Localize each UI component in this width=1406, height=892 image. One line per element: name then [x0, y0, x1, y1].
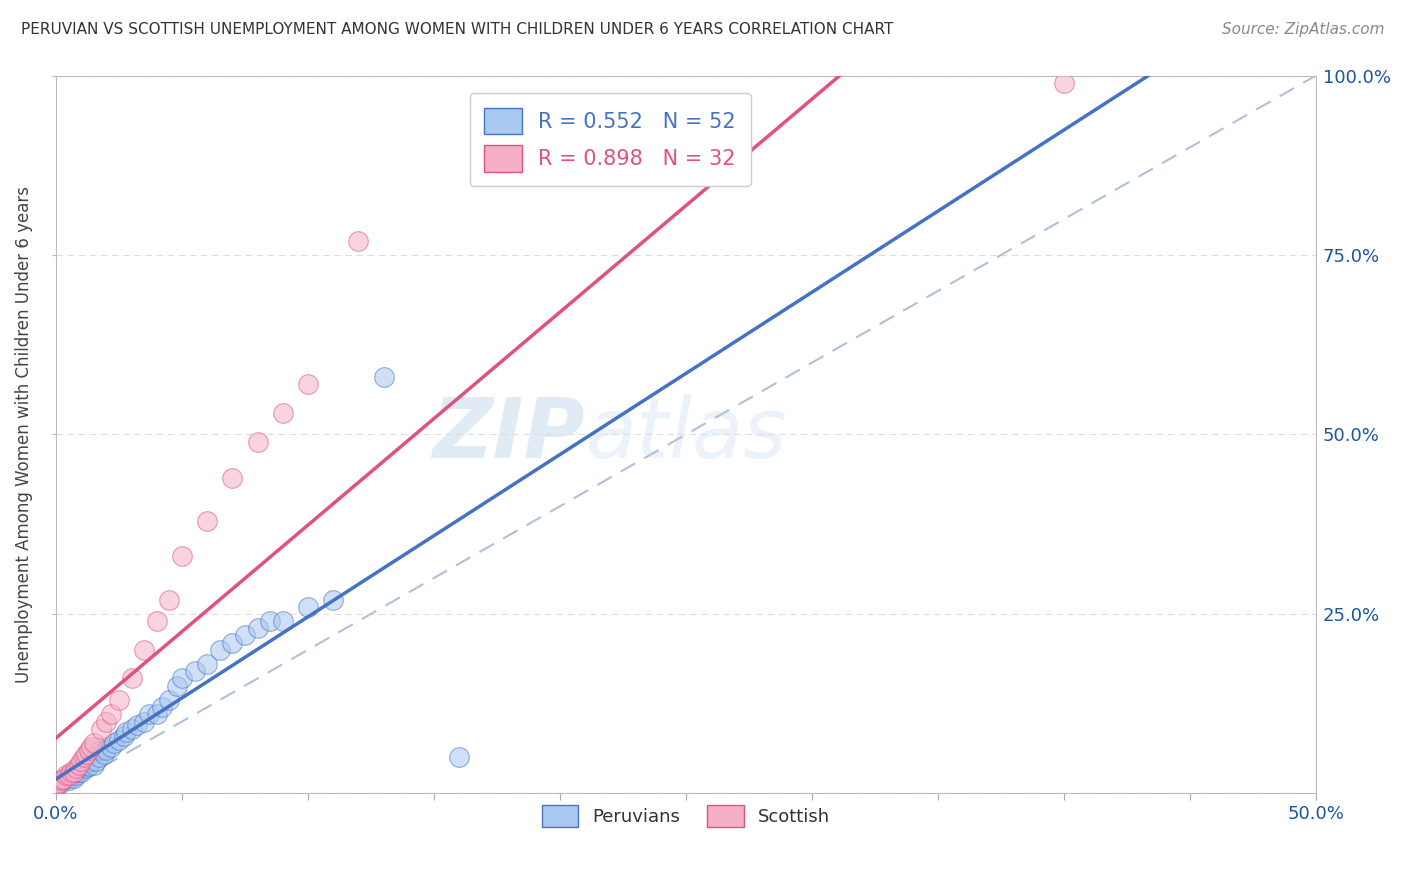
Point — [221, 470, 243, 484]
Point — [246, 434, 269, 449]
Point — [58, 773, 80, 788]
Point — [55, 768, 77, 782]
Point — [145, 614, 167, 628]
Point — [65, 761, 87, 775]
Point — [45, 779, 67, 793]
Point — [77, 757, 100, 772]
Point — [170, 672, 193, 686]
Point — [72, 759, 94, 773]
Point — [75, 761, 97, 775]
Point — [70, 754, 93, 768]
Point — [52, 772, 75, 786]
Point — [297, 599, 319, 614]
Point — [84, 754, 107, 768]
Point — [271, 406, 294, 420]
Point — [52, 773, 75, 788]
Point — [80, 754, 103, 768]
Point — [72, 750, 94, 764]
Point — [65, 764, 87, 779]
Point — [90, 743, 112, 757]
Point — [60, 768, 83, 782]
Point — [100, 739, 122, 754]
Text: PERUVIAN VS SCOTTISH UNEMPLOYMENT AMONG WOMEN WITH CHILDREN UNDER 6 YEARS CORREL: PERUVIAN VS SCOTTISH UNEMPLOYMENT AMONG … — [21, 22, 893, 37]
Point — [96, 743, 118, 757]
Point — [166, 679, 188, 693]
Point — [80, 739, 103, 754]
Point — [96, 714, 118, 729]
Point — [108, 732, 131, 747]
Point — [48, 775, 70, 789]
Point — [1053, 76, 1076, 90]
Point — [52, 772, 75, 786]
Text: Source: ZipAtlas.com: Source: ZipAtlas.com — [1222, 22, 1385, 37]
Point — [145, 707, 167, 722]
Point — [138, 707, 160, 722]
Point — [259, 614, 281, 628]
Point — [449, 750, 471, 764]
Point — [87, 750, 110, 764]
Text: atlas: atlas — [585, 394, 787, 475]
Point — [70, 761, 93, 775]
Point — [67, 764, 90, 779]
Point — [83, 757, 105, 772]
Point — [49, 773, 72, 788]
Point — [221, 635, 243, 649]
Point — [157, 592, 180, 607]
Point — [373, 370, 395, 384]
Point — [134, 714, 156, 729]
Point — [183, 665, 205, 679]
Y-axis label: Unemployment Among Women with Children Under 6 years: Unemployment Among Women with Children U… — [15, 186, 32, 683]
Legend: Peruvians, Scottish: Peruvians, Scottish — [534, 798, 838, 835]
Point — [134, 642, 156, 657]
Point — [65, 768, 87, 782]
Point — [233, 628, 256, 642]
Point — [93, 747, 115, 761]
Point — [115, 725, 138, 739]
Text: ZIP: ZIP — [433, 394, 585, 475]
Point — [83, 736, 105, 750]
Point — [77, 743, 100, 757]
Point — [70, 764, 93, 779]
Point — [157, 693, 180, 707]
Point — [67, 757, 90, 772]
Point — [77, 759, 100, 773]
Point — [150, 700, 173, 714]
Point — [103, 736, 125, 750]
Point — [121, 722, 143, 736]
Point — [322, 592, 344, 607]
Point — [347, 234, 370, 248]
Point — [246, 621, 269, 635]
Point — [45, 779, 67, 793]
Point — [112, 729, 135, 743]
Point — [121, 672, 143, 686]
Point — [62, 771, 84, 785]
Point — [49, 775, 72, 789]
Point — [297, 377, 319, 392]
Point — [90, 722, 112, 736]
Point — [125, 718, 148, 732]
Point — [195, 514, 218, 528]
Point — [48, 775, 70, 789]
Point — [58, 771, 80, 785]
Point — [58, 768, 80, 782]
Point — [108, 693, 131, 707]
Point — [170, 549, 193, 564]
Point — [75, 747, 97, 761]
Point — [55, 772, 77, 786]
Point — [271, 614, 294, 628]
Point — [195, 657, 218, 672]
Point — [208, 642, 231, 657]
Point — [62, 764, 84, 779]
Point — [60, 764, 83, 779]
Point — [100, 707, 122, 722]
